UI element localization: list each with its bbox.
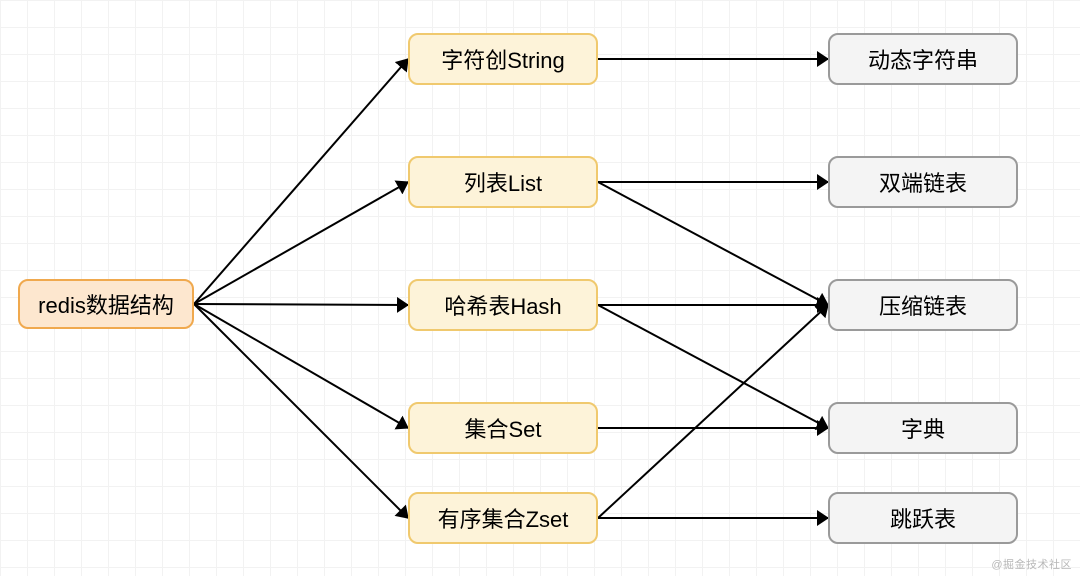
- edge-root-hash: [194, 304, 408, 305]
- node-zset: 有序集合Zset: [408, 492, 598, 544]
- edge-root-set: [194, 304, 408, 428]
- node-set: 集合Set: [408, 402, 598, 454]
- node-dll: 双端链表: [828, 156, 1018, 208]
- edge-list-ziplist: [598, 182, 828, 305]
- node-list: 列表List: [408, 156, 598, 208]
- edge-zset-ziplist: [598, 305, 828, 518]
- node-ziplist: 压缩链表: [828, 279, 1018, 331]
- edge-hash-dict: [598, 305, 828, 428]
- edge-root-list: [194, 182, 408, 304]
- node-skip: 跳跃表: [828, 492, 1018, 544]
- node-root: redis数据结构: [18, 279, 194, 329]
- edge-root-string: [194, 59, 408, 304]
- edge-root-zset: [194, 304, 408, 518]
- node-sds: 动态字符串: [828, 33, 1018, 85]
- node-hash: 哈希表Hash: [408, 279, 598, 331]
- watermark: @掘金技术社区: [991, 556, 1072, 572]
- node-dict: 字典: [828, 402, 1018, 454]
- node-string: 字符创String: [408, 33, 598, 85]
